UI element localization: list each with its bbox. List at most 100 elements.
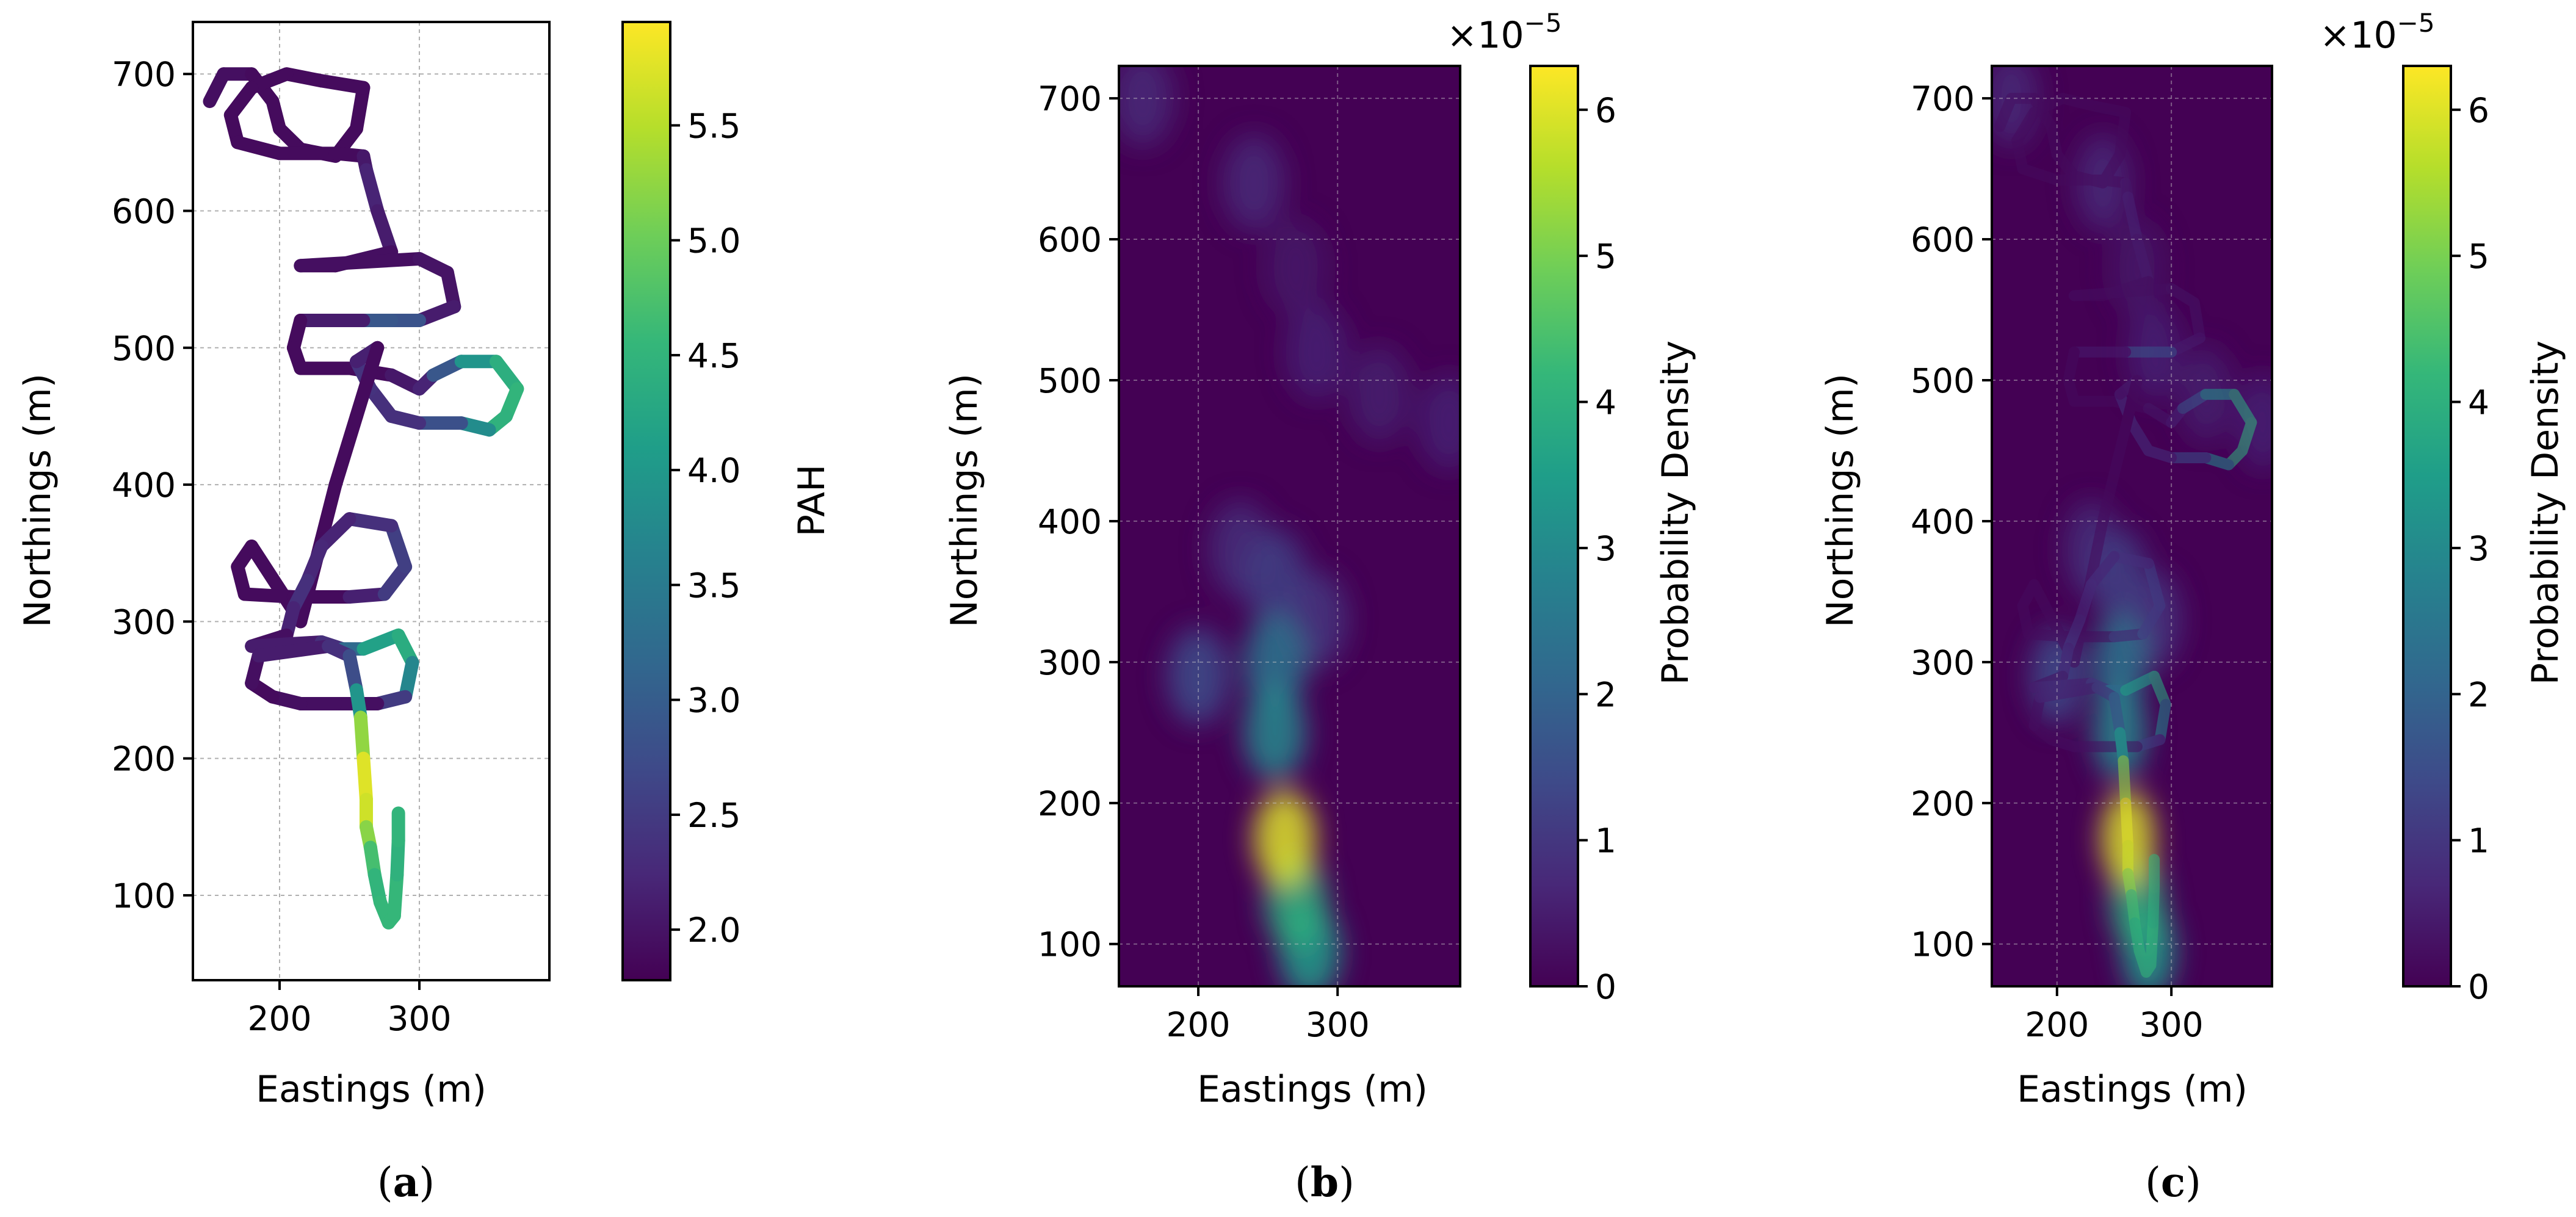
panel-c-ytick-label-500: 500 <box>1911 361 1975 400</box>
panel-b-cbtick-label-2: 2 <box>1595 675 1616 714</box>
panel-c-colorbar-ticks: 0 1 2 3 4 5 6 <box>2451 91 2489 1006</box>
panel-c-track-segment <box>2028 677 2097 693</box>
panel-a-cbtick-label-5.5: 5.5 <box>687 106 740 145</box>
panel-a-ticks: 200 300 100 200 300 400 500 600 700 <box>112 55 451 1038</box>
panel-c-track-overlay <box>1994 93 2257 978</box>
panel-b-grid <box>1119 66 1460 986</box>
panel-a-track-segment <box>231 135 286 161</box>
panel-c-track-segment <box>2034 682 2103 703</box>
panel-a-track-segment <box>349 81 371 135</box>
panel-b-density-blob <box>1253 790 1316 887</box>
panel-c-track-segment <box>2085 551 2120 590</box>
panel-a-cbtick-label-2.0: 2.0 <box>687 911 740 950</box>
panel-a-ytick-label-200: 200 <box>112 740 176 779</box>
panel-c-track-segment <box>2143 558 2166 612</box>
panel-c-track-segment <box>2154 699 2171 745</box>
panel-b-xtick-label-200: 200 <box>1167 1005 1231 1044</box>
panel-a-track-segment <box>314 74 371 95</box>
panel-b-cbtick-label-1: 1 <box>1595 822 1616 861</box>
panel-b-density-blob <box>1285 303 1348 401</box>
panel-c-track-segment <box>2114 374 2143 457</box>
panel-c-track-segment <box>2097 445 2126 527</box>
panel-c-cbtick-label-0: 0 <box>2468 967 2489 1006</box>
panel-b-ytick-label-200: 200 <box>1038 784 1102 823</box>
panel-a-cbtick-label-2.5: 2.5 <box>687 796 740 835</box>
panel-a-track-segment <box>371 204 399 259</box>
panel-a-colorbar-label: PAH <box>791 464 833 537</box>
panel-a-ytick-label-700: 700 <box>112 55 176 94</box>
panel-c-track-segment <box>2085 515 2108 583</box>
panel-c-track-segment <box>2011 107 2040 146</box>
panel-c-xtick-label-200: 200 <box>2025 1005 2089 1044</box>
panel-a-ytick-label-600: 600 <box>112 192 176 231</box>
panel-c-track-segment <box>2085 99 2132 118</box>
panel-c-track-segment <box>2108 551 2154 569</box>
panel-c: 200 300 100 200 300 400 500 600 700 Eastings (m)… <box>1819 8 2567 1206</box>
panel-a-cbtick-label-4.5: 4.5 <box>687 336 740 375</box>
panel-b-ylabel: Northings (m) <box>943 374 986 627</box>
panel-c-ytick-label-700: 700 <box>1911 79 1975 118</box>
panel-c-cbtick-label-1: 1 <box>2468 822 2489 861</box>
panel-c-track-segment <box>2068 283 2177 302</box>
panel-b-ytick-label-400: 400 <box>1038 502 1102 541</box>
panel-a-track-segment <box>314 478 342 546</box>
panel-a-track-segment <box>356 751 373 806</box>
panel-c-ytick-label-100: 100 <box>1911 925 1975 964</box>
panel-a-track-segment <box>349 341 385 423</box>
panel-a-track-segment <box>359 163 385 218</box>
panel-b-cbtick-label-4: 4 <box>1595 383 1616 422</box>
panel-c-grid <box>1992 66 2272 986</box>
panel-b-density-blob <box>1119 66 1174 147</box>
panel-b-density-blob <box>1243 613 1306 711</box>
panel-b-density-blob <box>1348 345 1411 443</box>
panel-c-ylabel: Northings (m) <box>1819 374 1862 627</box>
panel-c-track-segment <box>2108 692 2126 739</box>
panel-c-track-segment <box>2147 882 2160 929</box>
panel-a: 200 300 100 200 300 400 500 600 700 Eastings (m)… <box>16 21 833 1206</box>
panel-b-ticks: 200 300 100 200 300 400 500 600 700 <box>1038 79 1370 1044</box>
panel-a-track-segment <box>387 868 404 923</box>
panel-c-xtick-label-300: 300 <box>2140 1005 2204 1044</box>
panel-b-tag: (b) <box>1295 1158 1355 1206</box>
panel-b-cbtick-label-0: 0 <box>1595 967 1616 1006</box>
panel-b-heatmap <box>1119 66 1460 986</box>
panel-a-track-segment <box>251 639 336 663</box>
panel-c-track-segment <box>2074 579 2097 626</box>
panel-b-xtick-label-300: 300 <box>1306 1005 1370 1044</box>
panel-c-track-segment <box>2126 417 2154 457</box>
panel-a-track-segment <box>385 519 413 574</box>
panel-c-track-segment <box>2145 917 2159 971</box>
panel-c-scale-factor: ×10−5 <box>2320 8 2435 57</box>
panel-c-cbtick-label-4: 4 <box>2468 383 2489 422</box>
panel-b-density-blob <box>1243 529 1306 626</box>
panel-b-ytick-label-600: 600 <box>1038 220 1102 259</box>
panel-c-ytick-label-200: 200 <box>1911 784 1975 823</box>
panel-b: 200 300 100 200 300 400 500 600 700 Eastings (m)… <box>943 8 1697 1206</box>
panel-b-colorbar-label: Probability Density <box>1654 341 1697 685</box>
panel-c-track-segment <box>2188 297 2205 344</box>
panel-a-ytick-label-500: 500 <box>112 329 176 368</box>
panel-c-track-segment <box>2137 600 2166 640</box>
panel-a-track-segment <box>353 710 371 765</box>
panel-c-density-blob <box>2093 529 2147 626</box>
panel-b-cbtick-label-6: 6 <box>1595 91 1616 130</box>
panel-a-cbtick-label-3.0: 3.0 <box>687 681 740 720</box>
panel-b-xlabel: Eastings (m) <box>1197 1068 1428 1111</box>
panel-b-cbtick-label-3: 3 <box>1595 529 1616 568</box>
panel-b-ytick-label-700: 700 <box>1038 79 1102 118</box>
panel-a-tag: (a) <box>377 1158 435 1206</box>
panel-a-track-segment <box>237 587 300 604</box>
panel-b-frame <box>1118 65 1461 988</box>
panel-a-xlabel: Eastings (m) <box>256 1068 487 1111</box>
panel-b-colorbar <box>1529 65 1579 988</box>
panel-a-ytick-label-400: 400 <box>112 466 176 505</box>
panel-c-track-segment <box>2118 755 2132 809</box>
panel-c-cbtick-label-6: 6 <box>2468 91 2489 130</box>
panel-a-cbtick-label-3.5: 3.5 <box>687 566 740 605</box>
panel-b-density-blob <box>1243 684 1306 781</box>
panel-a-frame <box>192 21 551 981</box>
panel-b-colorbar-ticks: 0 1 2 3 4 5 6 <box>1578 91 1616 1006</box>
panel-c-frame <box>1991 65 2273 988</box>
panel-a-ytick-label-300: 300 <box>112 602 176 641</box>
panel-b-density-blob <box>1223 134 1286 231</box>
